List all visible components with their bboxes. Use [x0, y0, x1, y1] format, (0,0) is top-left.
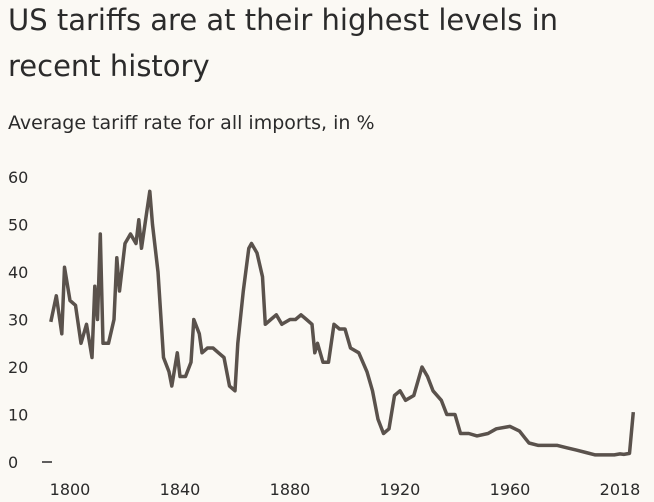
y-tick-label: 20 — [8, 358, 28, 377]
x-tick-label: 1880 — [270, 480, 311, 499]
y-tick-label: 60 — [8, 168, 28, 187]
y-tick-label: 0 — [8, 453, 18, 472]
chart-subtitle: Average tariff rate for all imports, in … — [8, 112, 375, 134]
x-tick-label: 1840 — [160, 480, 201, 499]
chart-title: US tariffs are at their highest levels i… — [8, 3, 558, 37]
chart-title: recent history — [8, 49, 210, 83]
y-tick-label: 40 — [8, 263, 28, 282]
data-line — [49, 189, 636, 457]
x-tick-label: 2018 — [600, 480, 641, 499]
y-tick-label: 50 — [8, 216, 28, 235]
x-tick-label: 1960 — [490, 480, 531, 499]
x-tick-label: 1800 — [50, 480, 91, 499]
y-tick-label: 30 — [8, 311, 28, 330]
y-tick-label: 10 — [8, 406, 28, 425]
x-tick-label: 1920 — [380, 480, 421, 499]
